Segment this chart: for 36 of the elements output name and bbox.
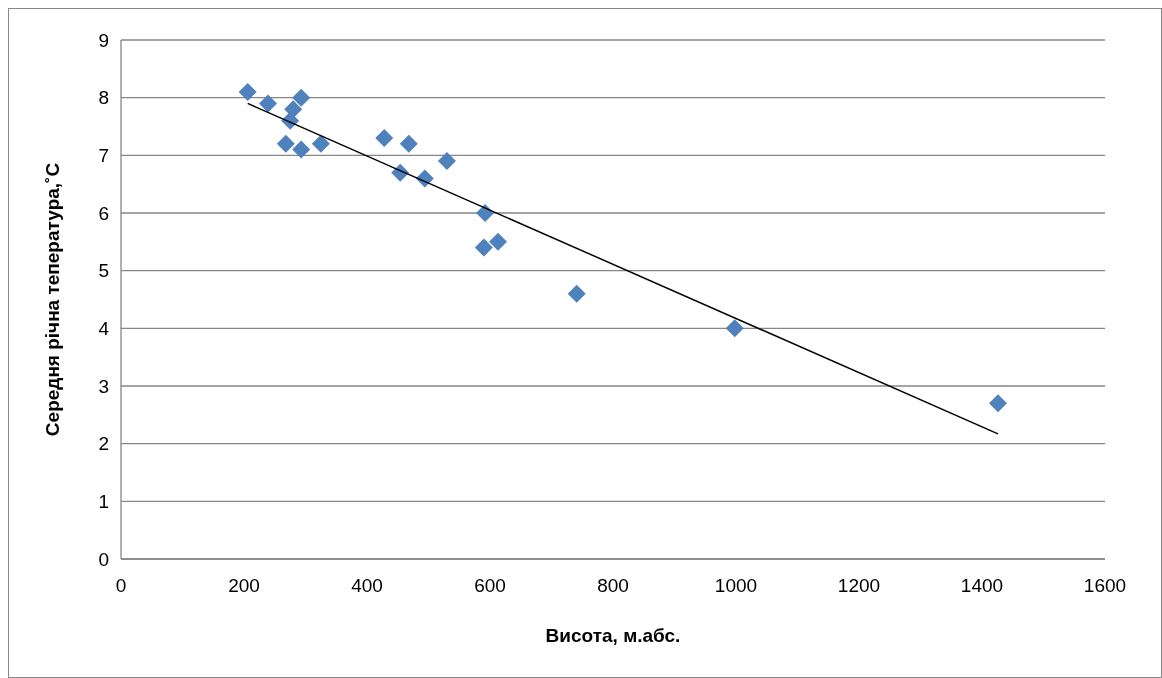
x-tick-label: 0: [115, 575, 127, 596]
point: [276, 134, 295, 153]
x-tick-label: 1200: [837, 575, 881, 596]
point: [988, 394, 1007, 413]
y-tick-label: 0: [98, 548, 109, 570]
y-tick-label: 3: [98, 375, 109, 397]
y-tick-label: 8: [98, 87, 109, 109]
x-tick-label: 200: [228, 575, 260, 596]
point: [437, 152, 456, 171]
x-tick-label: 1000: [714, 575, 758, 596]
point: [399, 134, 418, 153]
x-tick-label: 1600: [1083, 575, 1127, 596]
y-tick-label: 1: [98, 490, 109, 512]
point: [567, 284, 586, 303]
x-tick-label: 1400: [960, 575, 1004, 596]
y-axis-title: Середня річна тепература,˚С: [42, 162, 63, 437]
point: [238, 82, 257, 101]
y-tick-label: 5: [98, 260, 109, 282]
point: [375, 129, 394, 148]
point: [292, 88, 311, 107]
x-tick-label: 400: [351, 575, 383, 596]
y-tick-label: 6: [98, 202, 109, 224]
point: [489, 232, 507, 251]
x-tick-label: 600: [474, 575, 506, 596]
y-tick-label: 4: [98, 317, 110, 339]
point: [292, 140, 311, 159]
y-tick-label: 9: [98, 29, 109, 51]
point: [474, 238, 493, 257]
point: [311, 134, 330, 153]
point: [258, 94, 277, 113]
point: [725, 319, 744, 338]
x-tick-label: 800: [597, 575, 629, 596]
y-tick-label: 2: [98, 433, 109, 455]
point: [284, 100, 303, 119]
x-axis-title: Висота, м.абс.: [545, 625, 681, 646]
y-tick-label: 7: [98, 144, 109, 166]
